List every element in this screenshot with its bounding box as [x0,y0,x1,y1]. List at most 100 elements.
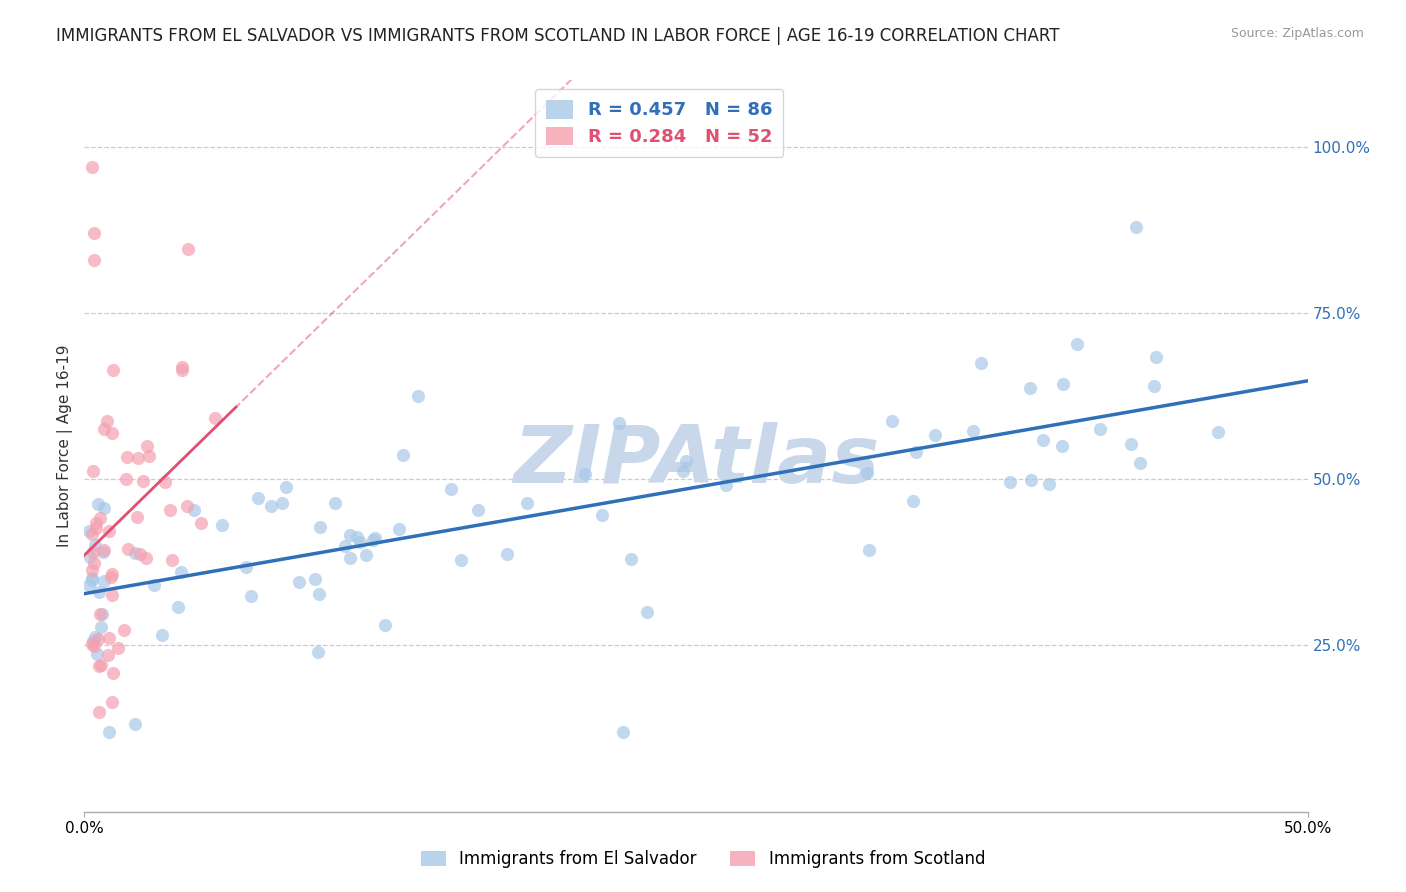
Immigrants from El Salvador [440,482,463,496]
Immigrants from Scotland [204,411,226,425]
Immigrants from El Salvador [1143,379,1166,393]
Immigrants from El Salvador [307,644,329,658]
Immigrants from Scotland [107,641,129,656]
Immigrants from Scotland [153,475,176,489]
Immigrants from El Salvador [858,542,880,557]
Immigrants from El Salvador [880,414,903,428]
Immigrants from El Salvador [392,448,415,462]
Immigrants from El Salvador [1019,381,1042,395]
Immigrants from Scotland [80,527,103,541]
Immigrants from El Salvador [77,578,100,592]
Immigrants from Scotland [138,449,160,463]
Immigrants from El Salvador [183,502,205,516]
Immigrants from Scotland [103,665,125,680]
Immigrants from Scotland [101,426,124,441]
Immigrants from El Salvador [170,565,193,579]
Immigrants from Scotland [93,543,115,558]
Immigrants from El Salvador [239,590,262,604]
Immigrants from Scotland [128,547,150,561]
Legend: Immigrants from El Salvador, Immigrants from Scotland: Immigrants from El Salvador, Immigrants … [415,844,991,875]
Immigrants from El Salvador [308,587,330,601]
Immigrants from Scotland [87,705,110,719]
Immigrants from El Salvador [82,634,104,648]
Immigrants from El Salvador [607,417,630,431]
Immigrants from Scotland [101,588,124,602]
Immigrants from Scotland [103,363,125,377]
Immigrants from El Salvador [901,493,924,508]
Immigrants from El Salvador [80,573,103,587]
Immigrants from El Salvador [82,571,104,585]
Immigrants from El Salvador [969,356,991,370]
Immigrants from El Salvador [1050,439,1073,453]
Immigrants from El Salvador [1066,337,1088,351]
Immigrants from El Salvador [363,533,385,548]
Immigrants from Scotland [101,566,124,581]
Immigrants from Scotland [176,242,198,256]
Legend: R = 0.457   N = 86, R = 0.284   N = 52: R = 0.457 N = 86, R = 0.284 N = 52 [536,89,783,157]
Immigrants from El Salvador [962,424,984,438]
Immigrants from El Salvador [246,491,269,505]
Immigrants from El Salvador [467,503,489,517]
Immigrants from Scotland [89,510,111,524]
Text: ZIPAtlas: ZIPAtlas [513,422,879,500]
Immigrants from El Salvador [211,517,233,532]
Immigrants from Scotland [98,631,121,645]
Immigrants from El Salvador [374,618,396,632]
Immigrants from El Salvador [636,605,658,619]
Immigrants from El Salvador [83,630,105,644]
Text: Source: ZipAtlas.com: Source: ZipAtlas.com [1230,27,1364,40]
Immigrants from El Salvador [354,548,377,562]
Immigrants from Scotland [170,363,193,377]
Immigrants from El Salvador [1088,422,1111,436]
Immigrants from Scotland [170,359,193,374]
Immigrants from Scotland [125,510,148,524]
Immigrants from El Salvador [271,496,294,510]
Immigrants from El Salvador [143,578,166,592]
Immigrants from El Salvador [124,716,146,731]
Immigrants from El Salvador [1000,475,1022,489]
Immigrants from El Salvador [675,454,697,468]
Immigrants from El Salvador [124,546,146,560]
Immigrants from El Salvador [93,500,115,515]
Immigrants from El Salvador [323,496,346,510]
Immigrants from Scotland [127,450,149,465]
Immigrants from El Salvador [1052,376,1074,391]
Immigrants from Scotland [115,450,138,465]
Immigrants from El Salvador [288,575,311,590]
Immigrants from El Salvador [150,628,173,642]
Immigrants from Scotland [82,637,104,651]
Immigrants from Scotland [115,472,138,486]
Immigrants from Scotland [86,632,108,647]
Immigrants from El Salvador [388,522,411,536]
Immigrants from El Salvador [87,497,110,511]
Immigrants from El Salvador [1129,456,1152,470]
Immigrants from El Salvador [406,388,429,402]
Immigrants from Scotland [83,252,105,267]
Text: IMMIGRANTS FROM EL SALVADOR VS IMMIGRANTS FROM SCOTLAND IN LABOR FORCE | AGE 16-: IMMIGRANTS FROM EL SALVADOR VS IMMIGRANT… [56,27,1060,45]
Immigrants from El Salvador [364,531,387,545]
Immigrants from El Salvador [1206,425,1229,440]
Immigrants from Scotland [117,542,139,557]
Immigrants from El Salvador [79,550,101,565]
Immigrants from El Salvador [574,467,596,482]
Immigrants from Scotland [162,553,184,567]
Immigrants from El Salvador [496,547,519,561]
Immigrants from El Salvador [905,445,928,459]
Immigrants from El Salvador [855,467,877,481]
Immigrants from El Salvador [83,538,105,552]
Immigrants from Scotland [176,500,198,514]
Immigrants from Scotland [97,524,120,539]
Immigrants from El Salvador [349,535,371,549]
Immigrants from El Salvador [260,499,283,513]
Immigrants from Scotland [83,226,105,240]
Immigrants from El Salvador [97,725,120,739]
Immigrants from Scotland [100,570,122,584]
Immigrants from Scotland [132,474,155,488]
Immigrants from El Salvador [77,524,100,539]
Immigrants from El Salvador [714,477,737,491]
Immigrants from El Salvador [274,480,297,494]
Immigrants from Scotland [136,440,159,454]
Immigrants from Scotland [93,422,115,436]
Immigrants from Scotland [159,503,181,517]
Immigrants from El Salvador [91,544,114,558]
